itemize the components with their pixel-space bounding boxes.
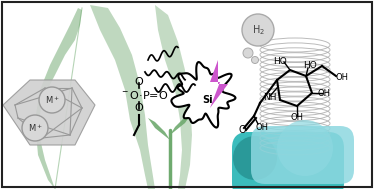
- Text: Si: Si: [203, 95, 213, 105]
- Polygon shape: [35, 8, 82, 189]
- Text: M$^+$: M$^+$: [28, 122, 42, 134]
- FancyBboxPatch shape: [232, 132, 344, 189]
- Polygon shape: [171, 62, 236, 128]
- Text: OH: OH: [255, 123, 269, 132]
- Circle shape: [277, 120, 333, 176]
- Circle shape: [243, 48, 253, 58]
- Text: O: O: [135, 77, 143, 87]
- Polygon shape: [3, 80, 95, 145]
- Text: H$_2$: H$_2$: [251, 23, 264, 37]
- Polygon shape: [90, 5, 155, 189]
- Text: O: O: [238, 125, 246, 135]
- Polygon shape: [210, 60, 228, 108]
- Text: M$^+$: M$^+$: [45, 94, 59, 106]
- FancyBboxPatch shape: [251, 126, 354, 184]
- Text: OH: OH: [291, 114, 303, 122]
- Text: HO: HO: [303, 61, 317, 70]
- Circle shape: [251, 57, 258, 64]
- Circle shape: [233, 136, 277, 180]
- Polygon shape: [148, 118, 170, 140]
- Text: NH: NH: [263, 94, 277, 102]
- Circle shape: [39, 87, 65, 113]
- Circle shape: [242, 14, 274, 46]
- Text: O: O: [135, 103, 143, 113]
- Text: HO: HO: [273, 57, 287, 67]
- Polygon shape: [170, 113, 192, 135]
- Circle shape: [22, 115, 48, 141]
- Text: OH: OH: [335, 74, 349, 83]
- Text: $^-$O·P=O: $^-$O·P=O: [120, 89, 168, 101]
- Polygon shape: [155, 5, 192, 189]
- Text: OH: OH: [318, 88, 331, 98]
